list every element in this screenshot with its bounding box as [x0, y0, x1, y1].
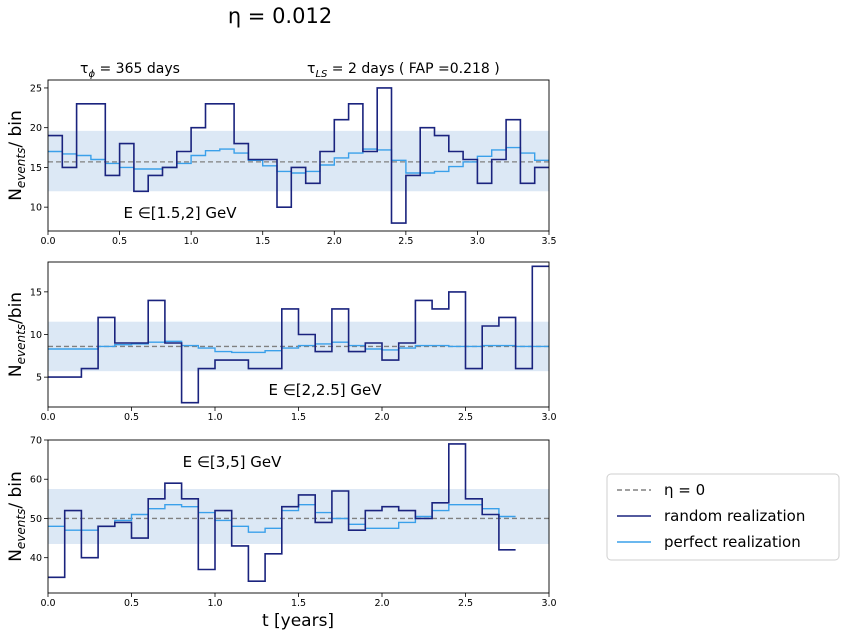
random-realization-line: [48, 87, 549, 224]
x-tick-label: 3.0: [541, 598, 556, 609]
legend: η = 0 random realization perfect realizati…: [606, 473, 840, 561]
random-realization-line: [48, 443, 516, 582]
x-tick-label: 1.0: [207, 598, 222, 609]
figure-title: η = 0.012: [228, 4, 332, 28]
random-realization-line: [48, 265, 549, 404]
x-tick-label: 0.0: [40, 412, 55, 423]
x-tick-label: 3.5: [541, 236, 556, 247]
energy-range-label: E ∈[1.5,2] GeV: [123, 204, 237, 222]
y-tick-label: 15: [30, 163, 42, 174]
energy-range-label: E ∈[3,5] GeV: [183, 453, 282, 471]
panel-energy-1p5-2: 0.0 0.5 1.0 1.5 2.0 2.5 3.0 3.5 10 15 20 25 Nevents/…: [6, 79, 557, 247]
x-tick-label: 3.0: [541, 412, 556, 423]
legend-label: η = 0: [664, 481, 705, 499]
x-tick-label: 0.0: [40, 236, 55, 247]
axes-frame: [47, 79, 550, 232]
y-tick-label: 60: [30, 475, 42, 486]
x-tick-label: 2.0: [374, 598, 389, 609]
x-tick-label: 1.0: [207, 412, 222, 423]
y-tick-label: 25: [30, 83, 42, 94]
y-tick-label: 5: [36, 373, 42, 384]
y-axis-label: Nevents/bin: [6, 292, 28, 377]
energy-range-label: E ∈[2,2.5] GeV: [268, 381, 382, 399]
y-axis-label: Nevents/ bin: [6, 471, 28, 562]
x-tick-label: 0.5: [112, 236, 127, 247]
y-tick-label: 15: [30, 287, 42, 298]
y-tick-label: 70: [30, 436, 42, 447]
x-tick-label: 3.0: [470, 236, 485, 247]
x-tick-label: 1.5: [291, 598, 306, 609]
x-tick-label: 0.5: [124, 412, 139, 423]
tau-ls-label: τLS = 2 days ( FAP =0.218 ): [307, 61, 500, 80]
legend-label: random realization: [664, 507, 805, 525]
x-axis-label: t [years]: [262, 611, 334, 631]
y-tick-label: 50: [30, 514, 42, 525]
x-tick-label: 2.0: [327, 236, 342, 247]
legend-box: [606, 473, 840, 561]
x-tick-label: 1.5: [291, 412, 306, 423]
perfect-realization-line: [48, 340, 549, 354]
y-axis-label: Nevents/ bin: [6, 110, 28, 201]
x-tick-label: 2.5: [458, 412, 473, 423]
legend-label: perfect realization: [664, 533, 801, 551]
x-tick-label: 1.0: [184, 236, 199, 247]
uncertainty-band: [48, 130, 549, 192]
panel-energy-3-5: 0.0 0.5 1.0 1.5 2.0 2.5 3.0 40 50 60 70 Nevents/ bi…: [6, 436, 557, 610]
y-tick-label: 10: [30, 203, 42, 214]
x-tick-label: 2.5: [458, 598, 473, 609]
x-tick-label: 0.0: [40, 598, 55, 609]
y-tick-label: 40: [30, 553, 42, 564]
y-tick-label: 20: [30, 123, 42, 134]
y-tick-label: 10: [30, 330, 42, 341]
x-tick-label: 2.5: [398, 236, 413, 247]
x-tick-label: 0.5: [124, 598, 139, 609]
tau-phi-label: τϕ = 365 days: [80, 61, 180, 80]
x-tick-label: 2.0: [374, 412, 389, 423]
x-tick-label: 1.5: [255, 236, 270, 247]
